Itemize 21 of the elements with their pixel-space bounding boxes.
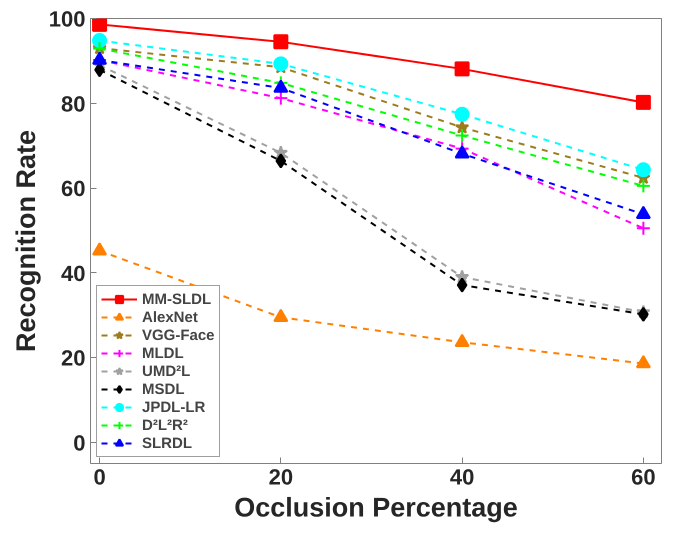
y-tick-label: 0 (73, 430, 86, 456)
y-tick-label: 80 (61, 91, 86, 116)
y-tick-label: 40 (61, 260, 86, 286)
y-tick-label: 100 (48, 6, 86, 32)
legend-label: SLRDL (142, 434, 192, 452)
legend-label: MM-SLDL (142, 290, 212, 308)
legend-label: MSDL (142, 380, 184, 398)
legend-label: JPDL-LR (142, 398, 206, 416)
legend-label: UMD²L (142, 362, 190, 380)
x-tick-label: 0 (93, 464, 106, 490)
x-tick-label: 20 (268, 464, 294, 490)
legend-label: D²L²R² (142, 416, 188, 434)
y-tick-label: 20 (61, 346, 86, 371)
x-tick-label: 60 (631, 464, 656, 490)
legend-label: MLDL (142, 344, 184, 362)
x-tick-label: 40 (450, 464, 474, 490)
y-axis-title: Recognition Rate (10, 130, 41, 352)
legend-label: VGG-Face (142, 326, 215, 344)
y-tick-label: 60 (61, 176, 86, 202)
x-axis-title: Occlusion Percentage (234, 492, 518, 522)
legend-label: AlexNet (142, 308, 198, 326)
